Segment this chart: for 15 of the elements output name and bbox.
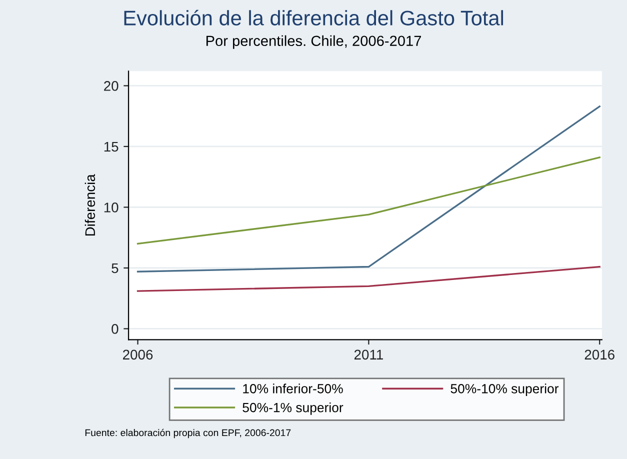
chart-subtitle: Por percentiles. Chile, 2006-2017	[206, 35, 421, 49]
x-tick-label: 2016	[584, 350, 614, 360]
x-tick-label: 2011	[354, 350, 383, 360]
legend-label: 50%-10% superior	[450, 384, 559, 396]
y-tick-label: 20	[104, 81, 118, 91]
x-tick-label: 2006	[123, 350, 153, 360]
y-tick-label: 5	[112, 263, 118, 274]
chart-title: Evolución de la diferencia del Gasto Total	[124, 10, 504, 26]
y-tick-label: 0	[112, 324, 118, 334]
source-note: Fuente: elaboración propia con EPF, 2006-2017	[85, 428, 291, 438]
y-axis-title: Diferencia	[84, 174, 96, 236]
legend-label: 10% inferior-50%	[243, 384, 343, 394]
legend-label: 50%-1% superior	[242, 402, 344, 415]
y-tick-label: 10	[104, 202, 118, 212]
y-tick-label: 15	[104, 142, 118, 152]
